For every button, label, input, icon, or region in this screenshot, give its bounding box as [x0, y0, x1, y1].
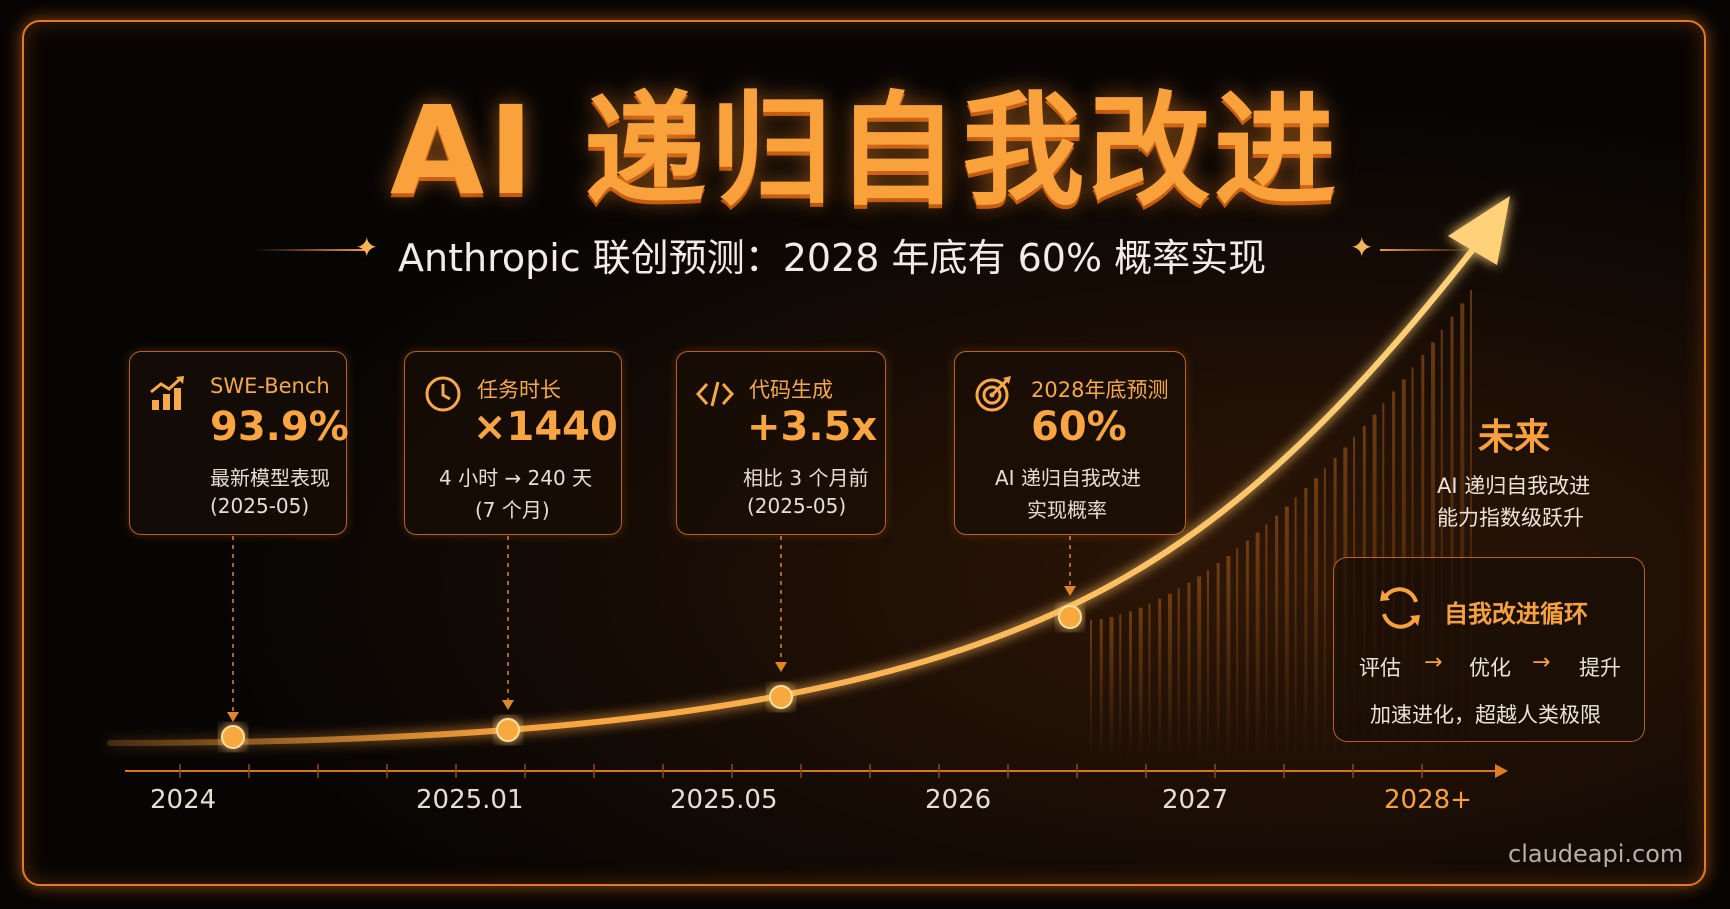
clock-icon [425, 376, 461, 412]
cycle-title: 自我改进循环 [1444, 600, 1588, 628]
glow-streak [1090, 620, 1092, 760]
growth-curve-arrowhead [1448, 196, 1510, 265]
glow-streak [1128, 611, 1132, 760]
stat-card-task-duration: 任务时长 ×1440 4 小时 → 240 天 (7 个月) [404, 351, 622, 535]
glow-streak [1314, 478, 1319, 760]
glow-streak [1099, 619, 1103, 760]
timeline-tick-label: 2026 [925, 785, 992, 815]
milestone-point [221, 725, 245, 749]
milestone-point [496, 718, 520, 742]
stat-card-swe-bench: SWE-Bench 93.9% 最新模型表现 (2025-05) [129, 351, 349, 535]
glow-streak [1470, 290, 1472, 760]
glow-streak [1216, 563, 1220, 760]
card-description: 相比 3 个月前 [743, 466, 869, 490]
glow-streak [1197, 576, 1202, 760]
card-label: 代码生成 [749, 378, 833, 402]
glow-streak [1460, 303, 1465, 760]
glow-streak [1148, 603, 1151, 760]
milestone-point [769, 685, 793, 709]
subtitle-deco-line-left [255, 249, 365, 251]
milestone-points [221, 605, 1082, 749]
growth-curve [107, 245, 1477, 746]
glow-streak [1167, 593, 1172, 760]
cycle-footer: 加速进化，超越人类极限 [1370, 703, 1601, 727]
timeline-tick-label: 2025.05 [670, 785, 778, 815]
card-date: (2025-05) [747, 494, 847, 518]
card-date: (2025-05) [210, 494, 310, 518]
self-improvement-cycle-card: 自我改进循环 评估 → 优化 → 提升 加速进化，超越人类极限 [1333, 557, 1645, 742]
timeline-ticks [179, 764, 1423, 778]
glow-streak [1187, 582, 1191, 760]
future-title: 未来 [1478, 417, 1551, 458]
subtitle-row: ✦ Anthropic 联创预测：2028 年底有 60% 概率实现 ✦ [0, 225, 1730, 280]
glow-streak [1275, 515, 1279, 760]
glow-streak [1119, 614, 1122, 760]
card-note: 实现概率 [1027, 498, 1107, 522]
subtitle-deco-line-right [1380, 249, 1475, 251]
glow-streak [1450, 316, 1454, 760]
target-icon [975, 376, 1011, 412]
glow-streak [1265, 524, 1268, 760]
card-label: 2028年底预测 [1031, 378, 1169, 402]
card-description: 最新模型表现 [210, 466, 330, 490]
card-description: AI 递归自我改进 [995, 466, 1141, 490]
right-arrow-icon: → [1424, 650, 1443, 675]
glow-streak [1206, 569, 1209, 760]
glow-streak [1294, 497, 1297, 760]
glow-streak [1304, 487, 1308, 760]
timeline-tick-label: 2028+ [1384, 785, 1472, 815]
card-value: 60% [1031, 404, 1127, 450]
glow-streak [1440, 329, 1443, 760]
card-value: 93.9% [210, 404, 349, 450]
cycle-arrows-icon [1380, 587, 1420, 629]
bar-chart-up-icon [150, 376, 184, 410]
card-description: 4 小时 → 240 天 [439, 466, 593, 490]
cycle-step-evaluate: 评估 [1359, 656, 1401, 680]
code-icon [695, 381, 735, 407]
glow-streak [1109, 617, 1114, 760]
stat-card-code-generation: 代码生成 +3.5x 相比 3 个月前 (2025-05) [676, 351, 886, 535]
glow-streak [1177, 588, 1180, 760]
card-value: ×1440 [473, 404, 618, 450]
right-arrow-icon: → [1532, 650, 1551, 675]
watermark: claudeapi.com [1508, 840, 1684, 868]
timeline-tick-label: 2025.01 [416, 785, 524, 815]
stat-card-2028-forecast: 2028年底预测 60% AI 递归自我改进 实现概率 [954, 351, 1186, 535]
page-title: AI 递归自我改进 [389, 80, 1341, 222]
timeline-tick-label: 2024 [150, 785, 217, 815]
glow-streak [1236, 548, 1239, 760]
glow-streak [1245, 540, 1249, 760]
card-label: 任务时长 [477, 378, 561, 402]
glow-streak [1226, 555, 1231, 760]
connector-lines [232, 536, 1071, 718]
cycle-step-improve: 提升 [1579, 656, 1621, 680]
glow-streak [1255, 532, 1260, 760]
glow-streak [1284, 506, 1289, 760]
glow-streak [1138, 607, 1143, 760]
future-line-1: AI 递归自我改进 [1437, 474, 1591, 498]
timeline-axis-arrow [1495, 764, 1508, 778]
glow-streak [1431, 342, 1436, 760]
sparkle-icon: ✦ [1350, 231, 1374, 264]
sparkle-icon: ✦ [355, 231, 379, 264]
card-label: SWE-Bench [210, 374, 330, 398]
glow-streak [1323, 468, 1326, 760]
cycle-step-optimize: 优化 [1469, 656, 1511, 680]
future-line-2: 能力指数级跃升 [1437, 506, 1584, 530]
connector-arrowheads [227, 586, 1076, 722]
card-value: +3.5x [747, 404, 878, 450]
subtitle: Anthropic 联创预测：2028 年底有 60% 概率实现 [398, 236, 1267, 280]
timeline-tick-label: 2027 [1162, 785, 1229, 815]
milestone-point [1058, 605, 1082, 629]
card-date: (7 个月) [475, 498, 550, 522]
glow-streak [1158, 598, 1162, 760]
